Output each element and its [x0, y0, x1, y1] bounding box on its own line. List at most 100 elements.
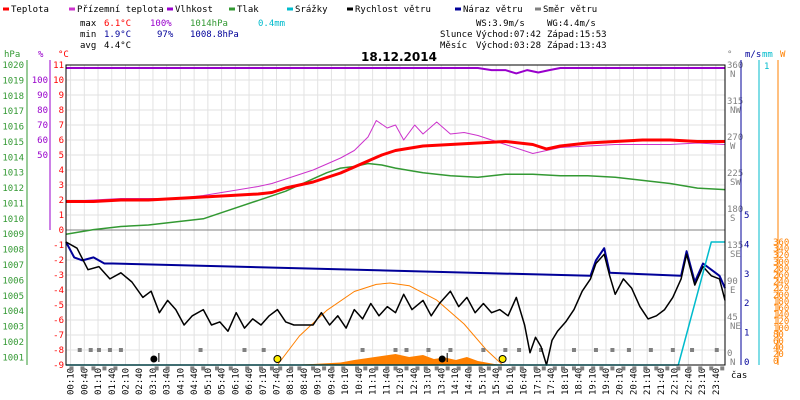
stat-max-label: max [80, 19, 97, 29]
wind-dir-point [687, 366, 692, 371]
c-tick: -4 [53, 286, 64, 296]
wind-dir-point [698, 366, 703, 371]
wind-dir-point [107, 348, 112, 352]
wind-dir-point [154, 366, 159, 371]
hpa-tick: 1014 [2, 153, 24, 163]
chart-legend: Teplota Přízemní teplota Vlhkost Tlak Srážky… [3, 5, 597, 15]
legend-label-5: Rychlost větru [355, 5, 431, 15]
c-tick: -5 [53, 301, 64, 311]
c-tick: 10 [53, 76, 64, 86]
x-tick: 08:10 [286, 368, 296, 395]
info-sunrise: Východ:07:42 [476, 30, 541, 40]
wind-dir-point [69, 366, 74, 371]
wind-dir-point [341, 366, 346, 371]
x-tick: 06:10 [231, 368, 241, 395]
dir-tick: S [730, 214, 735, 224]
wind-dir-point [385, 366, 390, 371]
wind-dir-point [497, 366, 502, 371]
w-tick: 240 [773, 278, 789, 288]
wind-dir-point [445, 366, 450, 371]
wind-dir-point [643, 366, 648, 371]
sunset-marker [498, 355, 507, 363]
x-tick: 06:40 [245, 368, 255, 395]
x-tick: 12:10 [396, 368, 406, 395]
wind-dir-point [591, 366, 596, 371]
wind-dir-point [360, 348, 365, 352]
x-tick: 19:40 [602, 368, 612, 395]
wind-dir-point [541, 366, 546, 371]
x-tick: 08:40 [300, 368, 310, 395]
x-tick: 21:10 [643, 368, 653, 395]
stat-min-hum: 97% [157, 30, 174, 40]
wind-dir-point [190, 366, 195, 371]
deg-tick: 0 [727, 349, 732, 359]
wind-dir-point [393, 366, 398, 371]
legend-label-3: Tlak [237, 5, 259, 15]
hpa-tick: 1019 [2, 76, 24, 86]
x-tick: 18:40 [575, 368, 585, 395]
c-tick: -1 [53, 241, 64, 251]
wind-dir-point [393, 348, 398, 352]
wind-dir-point [560, 366, 565, 371]
chart-title: 18.12.2014 [361, 50, 437, 64]
chart-axes: 1020101910181017101610151014101310121011… [2, 61, 789, 395]
stat-min-label: min [80, 30, 96, 40]
dir-tick: N [730, 358, 735, 368]
x-tick: 15:10 [478, 368, 488, 395]
x-tick: 11:10 [369, 368, 379, 395]
x-tick: 02:40 [135, 368, 145, 395]
w-tick: 0 [773, 357, 778, 367]
ms-tick: 2 [744, 299, 749, 309]
wind-dir-point [330, 366, 335, 371]
deg-tick: 225 [727, 169, 743, 179]
w-tick: 280 [773, 264, 789, 274]
x-tick: 13:40 [437, 368, 447, 395]
info-moon-label: Měsíc [440, 41, 467, 51]
wind-speed-line [65, 241, 726, 366]
x-tick: 07:40 [273, 368, 283, 395]
wind-dir-point [621, 366, 626, 371]
hpa-tick: 1011 [2, 199, 24, 209]
ms-tick: 3 [744, 270, 749, 280]
c-tick: 1 [59, 211, 64, 221]
wind-dir-point [228, 366, 233, 371]
axis-title-hpa: hPa [4, 50, 20, 60]
axis-title-ms: m/s [745, 50, 761, 60]
wind-dir-point [165, 366, 170, 371]
pct-tick: 80 [37, 106, 48, 116]
wind-dir-point [198, 348, 203, 352]
wind-dir-point [519, 366, 524, 371]
wind-dir-point [690, 348, 695, 352]
wind-dir-point [670, 348, 675, 352]
hpa-tick: 1008 [2, 246, 24, 256]
wind-dir-point [96, 348, 101, 352]
legend-label-6: Náraz větru [463, 5, 523, 15]
x-tick: 10:10 [341, 368, 351, 395]
x-tick: 07:10 [259, 368, 269, 395]
x-tick: 20:40 [629, 368, 639, 395]
wind-dir-point [481, 348, 486, 352]
x-tick: 13:10 [424, 368, 434, 395]
wind-dir-point [374, 366, 379, 371]
wind-dir-point [297, 366, 302, 371]
wind-dir-point [415, 366, 420, 371]
c-tick: 3 [59, 181, 64, 191]
stats-panel: max 6.1°C 100% 1014hPa 0.4mm min 1.9°C 9… [80, 19, 285, 51]
hpa-tick: 1010 [2, 215, 24, 225]
info-wg: WG:4.4m/s [547, 19, 596, 29]
deg-tick: 90 [727, 277, 738, 287]
hpa-tick: 1020 [2, 61, 24, 71]
legend-label-1: Přízemní teplota [77, 5, 164, 15]
x-tick: 01:10 [94, 368, 104, 395]
deg-tick: 180 [727, 205, 743, 215]
x-tick: 15:40 [492, 368, 502, 395]
hpa-tick: 1018 [2, 92, 24, 102]
x-tick: 03:40 [163, 368, 173, 395]
x-tick: 14:10 [451, 368, 461, 395]
x-tick: 17:10 [533, 368, 543, 395]
x-tick: 03:10 [149, 368, 159, 395]
hpa-tick: 1017 [2, 107, 24, 117]
wind-dir-point [426, 348, 431, 352]
x-tick: 00:10 [67, 368, 77, 395]
